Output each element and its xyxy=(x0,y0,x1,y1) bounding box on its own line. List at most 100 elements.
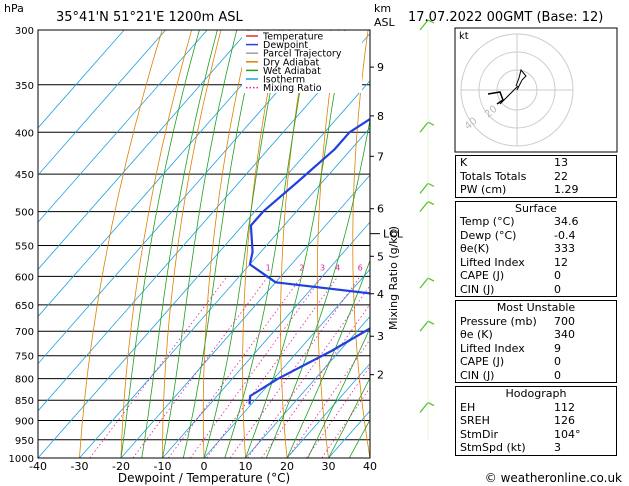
isotherm-line xyxy=(38,30,125,129)
series-lines xyxy=(248,117,370,405)
pressure-tick-label: 400 xyxy=(15,128,34,139)
eh-row: EH 112 xyxy=(460,400,575,414)
mu-cin-row: CIN (J) 0 xyxy=(460,368,561,382)
wet-adiabat xyxy=(224,30,312,458)
asl-label: ASL xyxy=(374,16,396,29)
wet-adiabat xyxy=(307,327,370,458)
mixing-ratio-label: 2 xyxy=(299,263,304,272)
legend-entry: Dry Adiabat xyxy=(263,57,320,68)
isotherm-line xyxy=(79,127,370,458)
pressure-tick-label: 350 xyxy=(15,81,34,92)
surface-title: Surface xyxy=(515,201,557,215)
wet-adiabat xyxy=(182,30,259,458)
pw-row: PW (cm) 1.29 xyxy=(460,183,579,196)
hpa-label: hPa xyxy=(4,2,24,15)
mu-cape-row: CAPE (J) 0 xyxy=(460,355,561,368)
isotherm-line xyxy=(38,30,208,223)
wet-adiabat xyxy=(162,30,238,458)
wet-adiabat xyxy=(141,30,218,458)
legend-entry: Temperature xyxy=(262,32,323,43)
pressure-tick-label: 1000 xyxy=(9,454,34,465)
datetime-title: 17.07.2022 00GMT (Base: 12) xyxy=(408,10,603,25)
pressure-tick-label: 550 xyxy=(15,241,34,252)
pressure-tick-label: 300 xyxy=(15,26,34,37)
km-tick-label: 6 xyxy=(377,203,384,216)
indices-panel: K 13 Totals Totals 22 PW (cm) 1.29 Surface … xyxy=(455,155,617,459)
isotherm-line xyxy=(286,363,370,458)
legend-entry: Wet Adiabat xyxy=(263,66,321,77)
isotherm-line xyxy=(38,80,370,458)
isotherm-line xyxy=(38,30,249,270)
isotherm-line xyxy=(38,30,332,365)
temperature-tick-label: 20 xyxy=(280,460,294,473)
series-line-dewpoint xyxy=(248,117,370,405)
sreh-row: SREH 126 xyxy=(460,414,575,427)
pressure-tick-label: 450 xyxy=(15,170,34,181)
isotherm-line xyxy=(162,221,370,458)
mixing-ratio-label: 3 xyxy=(320,263,325,272)
mu-pressure-row: Pressure (mb) 700 xyxy=(460,314,575,328)
isotherm-line xyxy=(245,315,370,458)
surface-thetae-row: θe(K) 333 xyxy=(460,242,575,255)
mixing-ratio-line xyxy=(206,276,339,458)
surface-temp-row: Temp (°C) 34.6 xyxy=(460,215,579,228)
mixing-ratio-label: 8 xyxy=(374,263,379,272)
mixing-ratio-label: 25 xyxy=(441,263,451,272)
wet-adiabat xyxy=(203,30,284,458)
wind-barb xyxy=(419,19,435,31)
wind-barb xyxy=(419,277,435,289)
credit-text: © weatheronline.co.uk xyxy=(485,471,622,485)
lcl-label: LCL xyxy=(383,228,404,241)
surface-box: Surface Temp (°C) 34.6 Dewp (°C) -0.4 θe(K… xyxy=(455,200,617,297)
wind-barb xyxy=(419,201,435,212)
mixing-ratio-line xyxy=(321,386,370,458)
km-tick-label: 4 xyxy=(377,288,384,301)
dry-adiabat xyxy=(280,30,310,458)
most-unstable-title: Most Unstable xyxy=(496,301,576,314)
km-tick-label: 5 xyxy=(377,250,384,263)
pressure-tick-label: 800 xyxy=(15,375,34,386)
hodograph-stats-box: Hodograph EH 112 SREH 126 StmDir 104° StmSp… xyxy=(455,386,617,456)
wind-barb xyxy=(419,121,435,133)
k-index-row: K 13 xyxy=(460,156,568,169)
km-tick-label: 9 xyxy=(377,61,384,74)
pressure-tick-label: 750 xyxy=(15,352,34,363)
pressure-tick-label: 700 xyxy=(15,327,34,338)
location-title: 35°41'N 51°21'E 1200m ASL xyxy=(56,10,244,25)
hodograph-stats-title: Hodograph xyxy=(505,387,567,400)
wet-adiabat xyxy=(265,117,370,458)
background-lines: 1 2 3 4 6 8 10 15 20 25 xyxy=(38,30,451,458)
pressure-tick-label: 950 xyxy=(15,436,34,447)
mixing-ratio-line xyxy=(168,276,303,458)
hodograph-storm-trace xyxy=(487,91,504,105)
mixing-ratio-label: 20 xyxy=(427,263,437,272)
legend-entry: Isotherm xyxy=(263,75,305,86)
temperature-tick-label: -10 xyxy=(154,460,172,473)
mixing-ratio-label: 6 xyxy=(358,263,363,272)
mu-li-row: Lifted Index 9 xyxy=(460,341,561,355)
surface-cape-row: CAPE (J) 0 xyxy=(460,269,561,282)
temperature-tick-label: -20 xyxy=(112,460,130,473)
km-tick-label: 2 xyxy=(377,369,384,382)
hodograph: kt 20 40 xyxy=(454,27,618,153)
isotherm-line xyxy=(120,174,370,458)
basic-indices-box: K 13 Totals Totals 22 PW (cm) 1.29 xyxy=(455,155,617,198)
legend-entry: Mixing Ratio xyxy=(263,83,322,94)
hodograph-trace xyxy=(515,68,527,91)
totals-totals-row: Totals Totals 22 xyxy=(460,169,568,183)
dry-adiabat xyxy=(316,30,340,458)
km-tick-label: 8 xyxy=(377,110,384,123)
wind-barb xyxy=(419,182,435,194)
pressure-tick-label: 500 xyxy=(15,208,34,219)
surface-li-row: Lifted Index 12 xyxy=(460,255,568,269)
pressure-tick-label: 650 xyxy=(15,301,34,312)
pressure-tick-label: 600 xyxy=(15,272,34,283)
temperature-tick-label: 40 xyxy=(363,460,377,473)
mixing-ratio-line xyxy=(89,276,228,458)
isotherm-line xyxy=(38,30,166,176)
dry-adiabat xyxy=(79,30,163,458)
stmspd-row: StmSpd (kt) 3 xyxy=(460,441,561,454)
plot-frame xyxy=(37,29,371,459)
dry-adiabat xyxy=(202,30,251,458)
wet-adiabat xyxy=(245,30,346,458)
